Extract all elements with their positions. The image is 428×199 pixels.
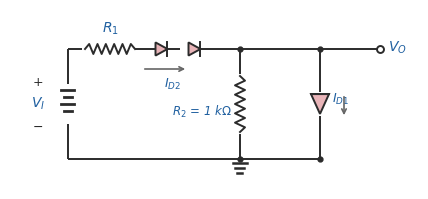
- Polygon shape: [155, 42, 167, 56]
- Text: $I_{D2}$: $I_{D2}$: [164, 77, 181, 92]
- Polygon shape: [311, 94, 329, 114]
- Text: $V_I$: $V_I$: [31, 96, 45, 112]
- Text: $-$: $-$: [33, 120, 44, 133]
- Text: $I_{D1}$: $I_{D1}$: [332, 92, 349, 106]
- Text: +: +: [33, 75, 43, 89]
- Text: $R_2$ = 1 k$\Omega$: $R_2$ = 1 k$\Omega$: [172, 104, 232, 120]
- Text: $R_1$: $R_1$: [101, 21, 119, 37]
- Text: $V_O$: $V_O$: [388, 40, 407, 56]
- Polygon shape: [188, 42, 200, 56]
